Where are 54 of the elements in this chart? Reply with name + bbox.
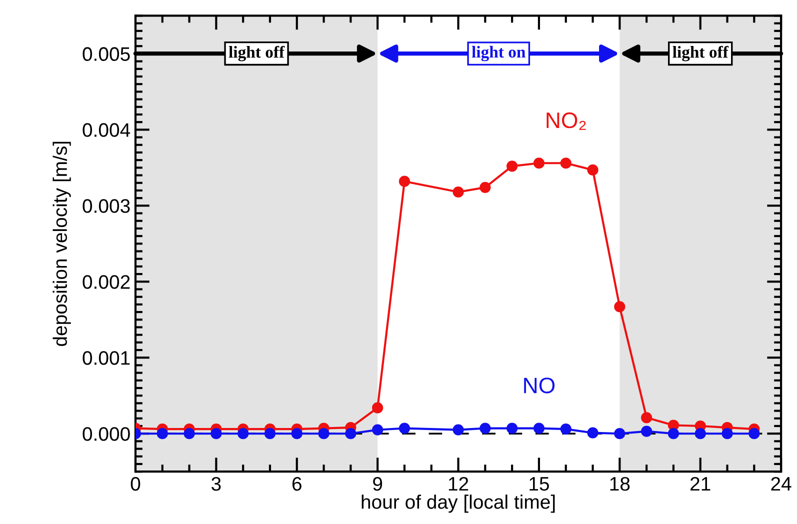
point (184, 428, 195, 440)
y-tick-label: 0.001 (82, 351, 130, 365)
point (560, 423, 572, 435)
x-tick-label: 0 (130, 476, 140, 491)
point (398, 422, 410, 434)
point (506, 422, 518, 434)
point (452, 424, 464, 436)
point (722, 428, 733, 440)
point (748, 428, 760, 440)
point (156, 428, 168, 440)
y-tick-label: 0.002 (82, 275, 130, 289)
point (614, 301, 626, 312)
x-tick-label: 9 (373, 476, 382, 491)
x-tick-label: 3 (212, 476, 221, 491)
point (641, 426, 652, 437)
x-tick-label: 12 (448, 476, 468, 491)
y-tick-label: 0.005 (82, 47, 130, 61)
x-axis-title: hour of day [local time] (362, 494, 555, 513)
point (614, 428, 626, 440)
point (210, 428, 222, 440)
y-tick-label: 0.003 (82, 199, 130, 213)
y-tick-label: 0.004 (82, 123, 130, 137)
point (291, 428, 302, 440)
x-tick-label: 24 (771, 476, 792, 491)
point (480, 182, 491, 193)
point (668, 428, 680, 440)
point (318, 428, 330, 440)
x-tick-label: 15 (530, 477, 549, 491)
x-tick-label: 6 (292, 476, 302, 491)
point (694, 428, 706, 440)
x-tick-label: 21 (690, 476, 710, 491)
point (372, 424, 384, 436)
y-axis-title: deposition velocity [m/s] (52, 142, 71, 346)
point (587, 427, 598, 438)
band-label: light off (672, 46, 729, 62)
point (480, 422, 491, 434)
point (533, 158, 545, 169)
point (264, 428, 276, 440)
point (506, 160, 518, 172)
y-tick-label: 0.000 (82, 427, 130, 441)
point (560, 158, 572, 169)
series-label: NO₂ (546, 112, 586, 130)
point (372, 402, 384, 414)
series-label: NO (524, 378, 555, 394)
point (452, 186, 464, 198)
point (238, 428, 249, 440)
annotation: light on (472, 46, 526, 62)
point (587, 164, 598, 176)
point (345, 428, 356, 440)
point (533, 422, 545, 434)
point (398, 176, 410, 187)
point (641, 412, 652, 424)
x-tick-label: 18 (610, 476, 630, 491)
band-label: light off (228, 46, 285, 62)
